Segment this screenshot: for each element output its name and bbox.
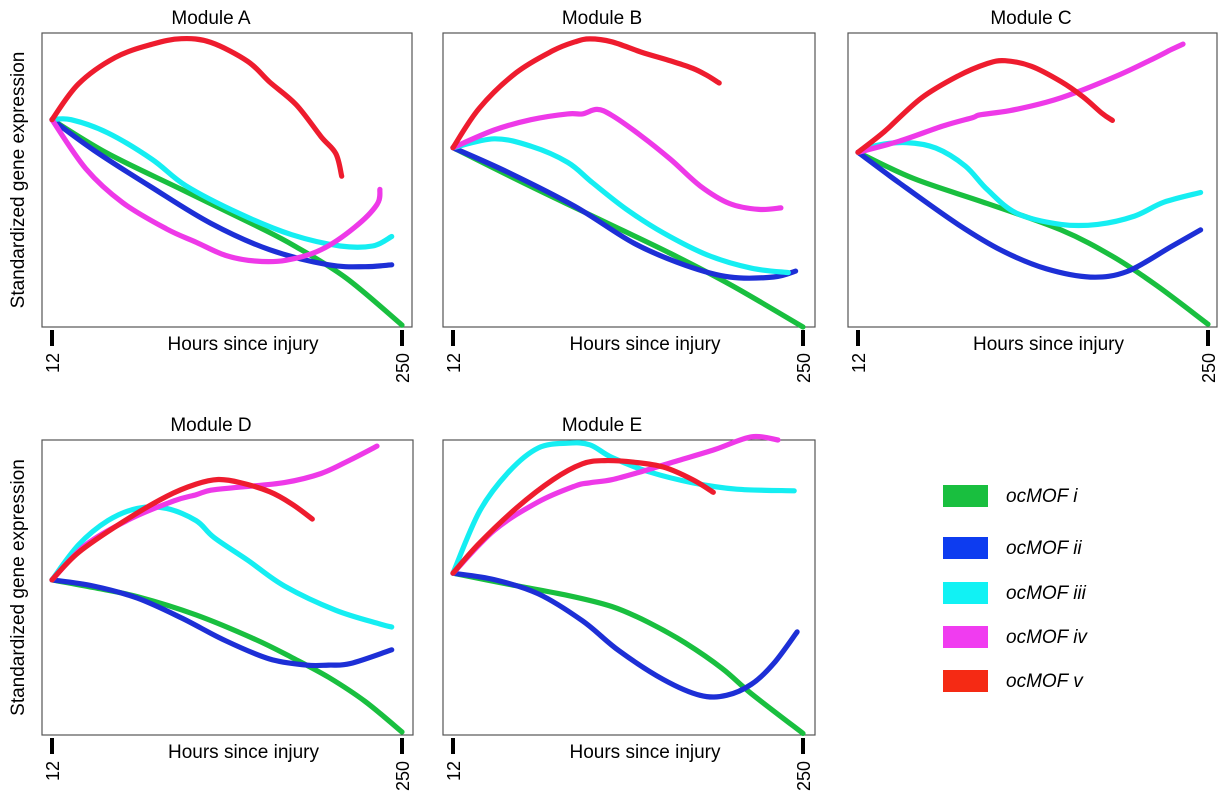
series-line [450,570,800,700]
x-axis-label: Hours since injury [168,334,319,355]
y-axis-label: Standardized gene expression [8,459,29,716]
x-tick-label: 250 [794,353,814,383]
y-axis-label: Standardized gene expression [8,52,29,309]
series-line [49,117,405,328]
series-line [49,504,395,630]
series-line [49,577,395,669]
series-line [450,36,722,151]
panel-title: Module D [170,415,251,436]
x-axis-label: Hours since injury [973,334,1124,355]
x-tick-label: 250 [393,761,413,791]
chart-panel: Module A 12 250 Hours since injury Standardi… [8,8,413,383]
x-axis-label: Hours since injury [570,334,721,355]
series-line [450,457,716,576]
series-line [450,145,806,330]
legend-label: ocMOF i [1006,486,1078,507]
legend-swatch [943,485,988,507]
x-axis-label: Hours since injury [168,742,319,763]
plot-frame [442,32,816,328]
legend-swatch [943,537,988,559]
panel-title: Module B [562,8,642,29]
legend: ocMOF i ocMOF ii ocMOF iii ocMOF iv ocMOF v [943,485,1088,692]
series-line [855,41,1186,155]
x-tick-label: 12 [444,761,464,781]
series-line [49,35,345,179]
chart-panel: Module C 12 250 Hours since injury [847,8,1219,383]
legend-swatch [943,670,988,692]
x-tick-label: 12 [43,353,63,373]
series-line [49,117,395,270]
chart-panel: Module D 12 250 Hours since injury Standardi… [8,415,414,791]
series-line [49,117,383,265]
legend-label: ocMOF iii [1006,583,1087,604]
series-line [49,476,315,583]
panel-title: Module C [990,8,1071,29]
chart-panel: Module B 12 250 Hours since injury [442,8,816,383]
x-tick-label: 12 [849,353,869,373]
x-tick-label: 12 [43,761,63,781]
panel-title: Module A [171,8,251,29]
x-tick-label: 12 [444,353,464,373]
series-line [855,139,1204,229]
x-tick-label: 250 [794,761,814,791]
series-line [450,145,799,281]
series-line [450,136,791,276]
legend-label: ocMOF iv [1006,627,1088,648]
legend-swatch [943,626,988,648]
legend-label: ocMOF v [1006,671,1084,692]
series-line [855,149,1204,280]
x-tick-label: 250 [1199,353,1219,383]
legend-swatch [943,582,988,604]
chart-panel: Module E 12 250 Hours since injury [442,415,816,791]
series-line [450,106,784,213]
x-axis-label: Hours since injury [570,742,721,763]
x-tick-label: 250 [393,353,413,383]
series-line [49,116,395,250]
series-line [450,433,781,576]
legend-label: ocMOF ii [1006,538,1082,559]
series-line [855,149,1211,327]
series-line [855,58,1115,155]
plot-frame [847,32,1218,328]
panel-title: Module E [562,415,642,436]
